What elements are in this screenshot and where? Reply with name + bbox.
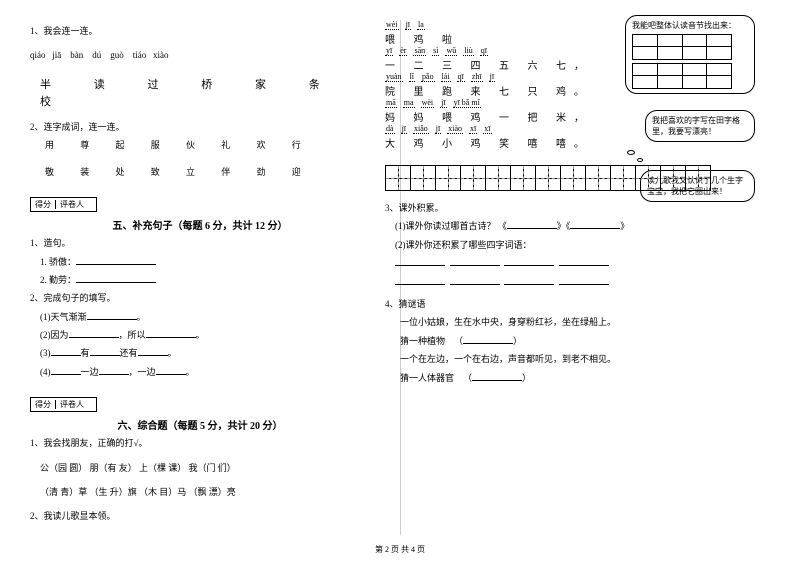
s6-2: 2、我读儿歌显本领。 bbox=[30, 509, 370, 523]
q4a: 一位小姑娘，生在水中央，身穿粉红衫，坐在绿船上。 bbox=[400, 315, 755, 329]
q2-row-b: 敬 装 处 致 立 伴 劲 迎 bbox=[45, 165, 370, 179]
blank-2d3[interactable] bbox=[156, 365, 186, 375]
s6-1a: 公（园 圆） 朋（有 友） 上（棵 课） 我（门 们） bbox=[40, 461, 370, 475]
blank-2c2[interactable] bbox=[90, 346, 120, 356]
s5-2a: (1)天气渐渐。 bbox=[40, 310, 370, 324]
q1-title: 1、我会连一连。 bbox=[30, 24, 370, 38]
blank-idiom6[interactable] bbox=[450, 275, 500, 285]
page-footer: 第 2 页 共 4 页 bbox=[0, 544, 800, 555]
blank-poem2[interactable] bbox=[570, 219, 620, 229]
grid-2[interactable] bbox=[632, 63, 732, 89]
bubble-1: 我能吧整体认读音节找出来： bbox=[625, 15, 755, 94]
blank-2a[interactable] bbox=[87, 310, 137, 320]
blank-2b2[interactable] bbox=[146, 328, 196, 338]
blank-riddle2[interactable] bbox=[472, 371, 522, 381]
s5-2d: (4)一边，一边。 bbox=[40, 365, 370, 379]
blank-2c3[interactable] bbox=[138, 346, 168, 356]
blank-1b[interactable] bbox=[76, 273, 156, 283]
q1-pinyin: qiáo jiā bàn dú guò tiáo xiào bbox=[30, 48, 370, 62]
s5-1a: 1. 骄傲： bbox=[40, 255, 370, 269]
blank-2b1[interactable] bbox=[69, 328, 119, 338]
blank-2d2[interactable] bbox=[99, 365, 129, 375]
s6-1b: （清 青）草 （生 升）旗 （木 目）马 （飘 漂）亮 bbox=[40, 485, 370, 499]
section5-title: 五、补充句子（每题 6 分，共计 12 分） bbox=[30, 217, 370, 232]
s6-1: 1、我会找朋友，正确的打√。 bbox=[30, 436, 370, 450]
q3a: (1)课外你读过哪首古诗？ 《》《》 bbox=[395, 219, 755, 233]
blank-2d1[interactable] bbox=[51, 365, 81, 375]
q4c: 一个在左边，一个在右边，声音都听见，到老不相见。 bbox=[400, 352, 755, 366]
blank-idiom8[interactable] bbox=[559, 275, 609, 285]
blank-2c1[interactable] bbox=[51, 346, 81, 356]
q4d: 猜一人体器官 （） bbox=[400, 371, 755, 385]
blank-poem1[interactable] bbox=[507, 219, 557, 229]
blank-1a[interactable] bbox=[76, 255, 156, 265]
blank-idiom7[interactable] bbox=[504, 275, 554, 285]
tianzi-row[interactable] bbox=[385, 165, 755, 191]
s5-1b: 2. 勤劳： bbox=[40, 273, 370, 287]
q3b: (2)课外你还积累了哪些四字词语： bbox=[395, 238, 755, 252]
s5-1: 1、造句。 bbox=[30, 236, 370, 250]
s5-2: 2、完成句子的填写。 bbox=[30, 291, 370, 305]
q2-title: 2、连字成词，连一连。 bbox=[30, 120, 370, 134]
s5-2c: (3)有还有。 bbox=[40, 346, 370, 360]
bubble-2: 我把喜欢的字写在田字格里，我要写漂亮！ bbox=[645, 110, 755, 142]
blank-idiom3[interactable] bbox=[504, 256, 554, 266]
blank-riddle1[interactable] bbox=[463, 334, 513, 344]
q2-row-a: 用 尊 起 服 伙 礼 欢 行 bbox=[45, 138, 370, 152]
blank-idiom2[interactable] bbox=[450, 256, 500, 266]
section6-title: 六、综合题（每题 5 分，共计 20 分） bbox=[30, 417, 370, 432]
blank-idiom5[interactable] bbox=[395, 275, 445, 285]
q1-chars: 半 读 过 桥 家 条 校 bbox=[40, 77, 370, 112]
score-box-6: 得分评卷人 bbox=[30, 397, 97, 412]
blank-idiom1[interactable] bbox=[395, 256, 445, 266]
q3-title: 3、课外积累。 bbox=[385, 201, 755, 215]
score-box-5: 得分评卷人 bbox=[30, 197, 97, 212]
s5-2b: (2)因为，所以。 bbox=[40, 328, 370, 342]
q4-title: 4、猜谜语 bbox=[385, 297, 755, 311]
blank-idiom4[interactable] bbox=[559, 256, 609, 266]
grid-1[interactable] bbox=[632, 34, 732, 60]
q4b: 猜一种植物 （） bbox=[400, 334, 755, 348]
